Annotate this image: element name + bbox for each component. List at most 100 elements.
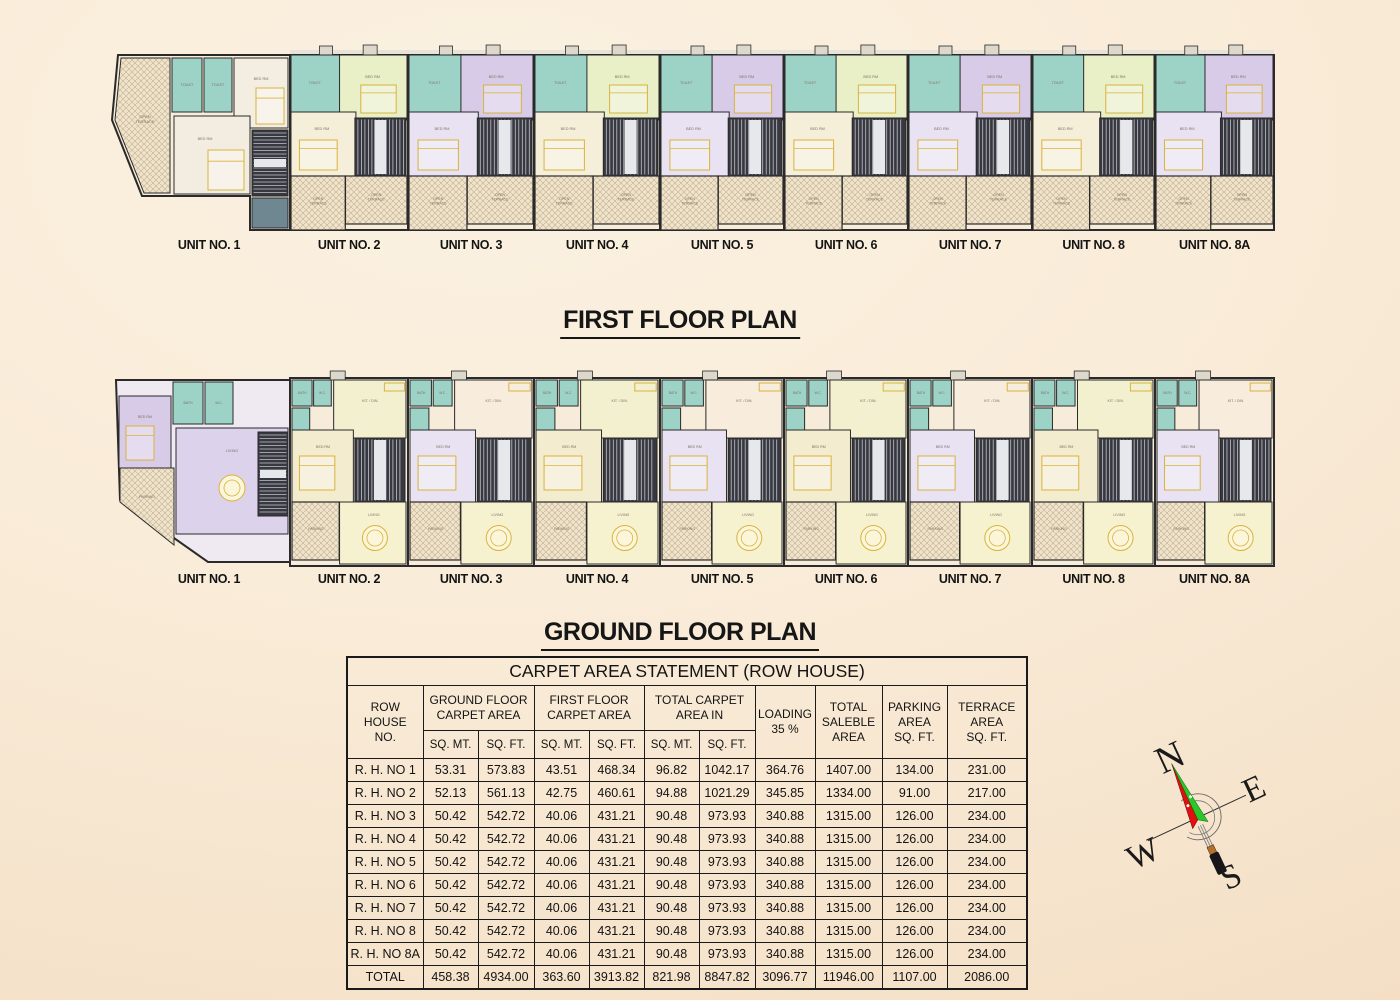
unit-label: UNIT NO. 5 — [690, 572, 754, 586]
table-cell: 1407.00 — [814, 758, 883, 782]
dining-table — [1112, 529, 1129, 547]
bed-furniture — [483, 84, 522, 114]
room-label: BED RM — [561, 127, 576, 131]
stair-landing — [749, 120, 762, 174]
table-cell: 126.00 — [881, 850, 948, 874]
room-label: TOILET — [804, 81, 817, 85]
kitchen-counter — [383, 382, 405, 392]
table-cell: 561.13 — [477, 781, 535, 805]
row-house-name: R. H. NO 2 — [346, 781, 424, 805]
bedroom — [534, 111, 605, 177]
table-cell: 234.00 — [946, 873, 1028, 897]
table-cell: 2086.00 — [946, 965, 1028, 990]
compass-west-label: W — [1121, 830, 1167, 877]
ff-unit-8: TOILET BED RM BED RM OPEN TERRACE OPEN TERRACE — [1031, 44, 1156, 231]
kitchen-dining — [1198, 379, 1273, 439]
table-cell: 52.13 — [422, 781, 479, 805]
room-label: OPEN TERRACE — [1053, 197, 1071, 206]
table-cell: 1315.00 — [814, 896, 883, 920]
room-label: BATH — [183, 401, 193, 405]
stair-landing — [1240, 120, 1253, 174]
room-label: OPEN TERRACE — [681, 197, 699, 206]
stair-landing — [374, 120, 387, 174]
compass-rose: N E W S — [1121, 733, 1272, 898]
parking — [409, 501, 462, 561]
table-cell: 1107.00 — [881, 965, 948, 990]
open-terrace — [965, 175, 1032, 225]
room-label: OPEN TERRACE — [1233, 193, 1251, 202]
table-cell: 340.88 — [754, 804, 816, 828]
table-cell: 43.51 — [533, 758, 590, 782]
room-label: BED RM — [436, 445, 450, 449]
first-floor-plan-title: FIRST FLOOR PLAN — [560, 306, 800, 339]
room-label: BATH — [298, 391, 307, 395]
ff-unit-4: TOILET BED RM BED RM OPEN TERRACE OPEN TERRACE — [533, 44, 661, 231]
toilet-room — [660, 54, 714, 113]
row-house-name: R. H. NO 5 — [346, 850, 424, 874]
open-terrace — [1032, 175, 1091, 231]
dining-table — [223, 479, 241, 497]
room-label: PARKING — [804, 527, 820, 531]
bed-furniture — [793, 455, 832, 491]
dining-table — [611, 525, 638, 551]
bed-furniture — [543, 455, 583, 491]
room-label: BED RM — [987, 75, 1002, 79]
room-label: TOILET — [309, 81, 322, 85]
unit-label: UNIT NO. 8 — [1062, 572, 1125, 586]
roof-notch — [362, 44, 378, 56]
roof-notch — [702, 370, 718, 381]
gf-unit-5: BATH W.C. KIT. / DIN. BED RM PARKING LIVING — [659, 370, 785, 567]
row-house-name: R. H. NO 8A — [346, 942, 424, 966]
table-cell: 50.42 — [422, 827, 479, 851]
bed-furniture — [669, 455, 708, 491]
room-label: BED RM — [1111, 75, 1126, 79]
parking — [909, 501, 961, 561]
table-cell: 90.48 — [643, 896, 700, 920]
room-label: KIT. / DIN. — [736, 399, 752, 403]
table-cell: 468.34 — [588, 758, 645, 782]
compass-arc-outer — [1181, 793, 1222, 841]
kitchen-counter — [1129, 382, 1152, 392]
table-cell: 431.21 — [588, 827, 645, 851]
table-cell: 91.00 — [881, 781, 948, 805]
table-cell: 50.42 — [422, 942, 479, 966]
kitchen-counter — [1249, 382, 1271, 392]
table-cell: 1315.00 — [814, 850, 883, 874]
parapet — [1155, 50, 1274, 55]
table-cell: 40.06 — [533, 804, 590, 828]
dining-table — [218, 474, 246, 502]
bed-furniture — [543, 139, 585, 171]
room-label: OPEN TERRACE — [368, 193, 386, 202]
roof-notch — [984, 44, 1000, 56]
bedroom — [173, 115, 251, 195]
bath-room — [909, 379, 932, 407]
dining-table — [361, 525, 388, 551]
room-label: W.C. — [1062, 391, 1069, 395]
table-cell: 973.93 — [698, 804, 756, 828]
room-label: KIT. / DIN. — [362, 399, 378, 403]
table-cell: 94.88 — [643, 781, 700, 805]
kitchen-dining — [829, 379, 907, 439]
room-label: W.C. — [215, 401, 223, 405]
room-label: OPEN TERRACE — [491, 193, 509, 202]
table-cell: 542.72 — [477, 919, 535, 943]
toilet-room — [534, 54, 589, 113]
stair-landing — [748, 440, 761, 500]
table-cell: 973.93 — [698, 942, 756, 966]
parapet — [908, 50, 1032, 55]
bedroom — [1032, 111, 1102, 177]
compass-needle-dot — [1186, 804, 1190, 808]
table-cell: 90.48 — [643, 804, 700, 828]
stair-landing — [872, 440, 885, 500]
table-row: R. H. NO 6 50.42 542.72 40.06 431.21 90.48 973… — [346, 873, 1028, 897]
stair-landing — [996, 440, 1009, 500]
wc-room — [932, 379, 952, 407]
room-label: OPEN TERRACE — [556, 197, 574, 206]
dining-table — [736, 525, 763, 551]
table-cell: 234.00 — [946, 850, 1028, 874]
wc-room — [432, 379, 453, 407]
open-terrace — [1155, 175, 1212, 231]
roof-notch — [1073, 370, 1090, 381]
unit-label: UNIT NO. 6 — [814, 238, 878, 252]
